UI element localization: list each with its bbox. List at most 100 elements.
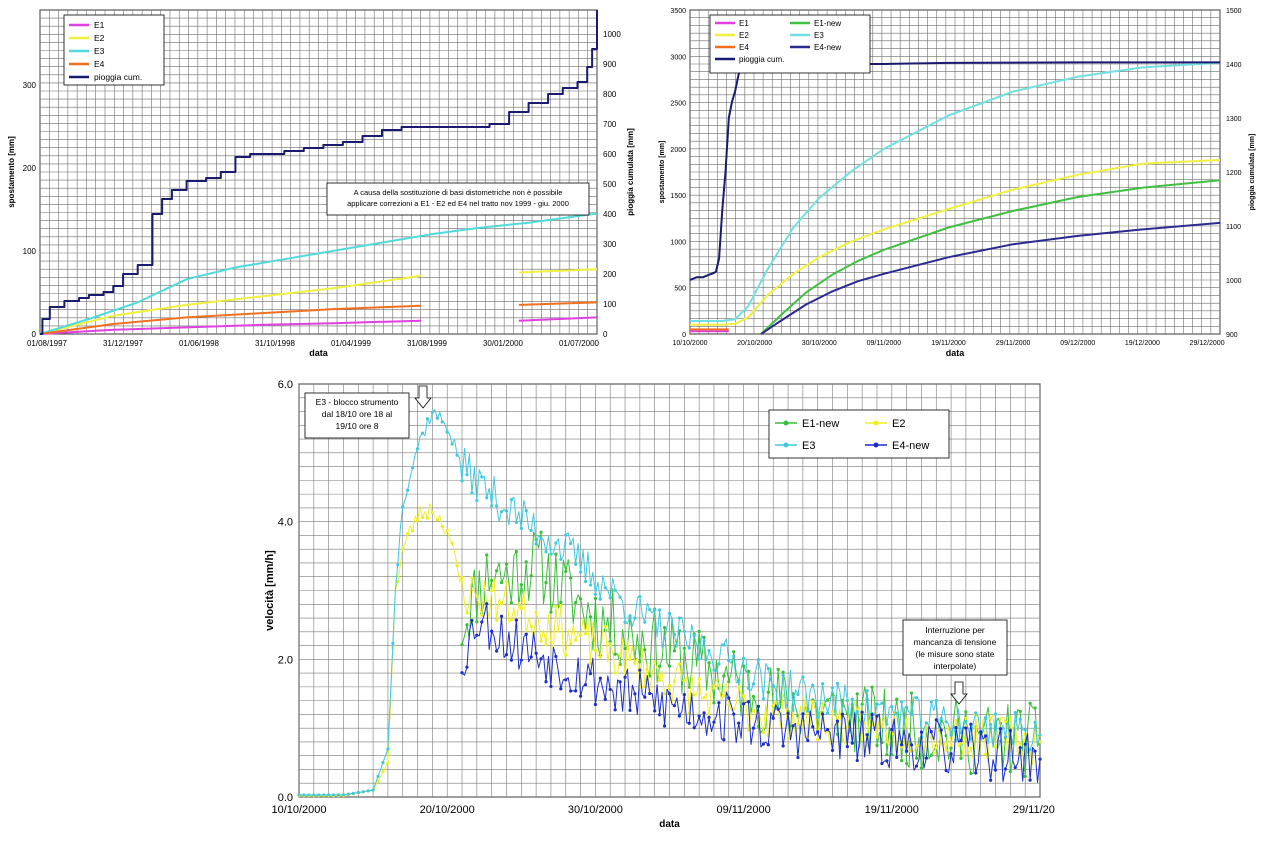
y-tick-label: 100 [23,247,37,256]
data-point [979,730,983,734]
data-point [534,651,538,655]
data-point [559,557,563,561]
data-point [830,686,835,690]
data-point [993,745,998,749]
data-point [623,646,627,651]
data-point [529,655,533,659]
data-point [919,766,924,770]
data-point [638,595,642,599]
data-point [692,693,696,697]
data-point [440,420,444,424]
x-tick-label: 19/11/2000 [865,804,919,816]
data-point [717,701,721,705]
data-point [914,756,919,760]
data-point [415,518,420,523]
data-point [559,600,563,604]
data-point [796,721,800,726]
data-point [618,654,622,658]
data-point [569,689,573,693]
data-point [989,716,993,720]
data-point [662,724,667,728]
data-point [959,756,963,760]
legend-label: E1 [739,19,749,28]
x-tick-label: 30/01/2000 [483,339,524,348]
annotation-text: applicare correzioni a E1 - E2 ed E4 nel… [347,199,569,208]
data-point [1018,709,1022,714]
data-point [539,657,543,661]
legend-label: E2 [94,33,105,43]
data-point [702,711,706,715]
y2-tick-label: 100 [603,300,617,309]
data-point [549,640,553,644]
data-point [603,586,607,590]
data-point [959,738,963,743]
data-point [830,709,835,714]
data-point [756,704,761,709]
data-point [435,416,439,420]
data-point [751,709,756,713]
data-point [1018,717,1022,721]
data-point [727,659,731,663]
data-point [574,689,578,693]
data-point [401,546,405,550]
data-point [648,608,652,612]
data-point [1013,765,1017,770]
y2-tick-label: 900 [1226,332,1238,339]
data-point [949,743,953,747]
data-point [771,716,775,720]
legend-label: E4-new [892,440,929,452]
data-point [564,653,568,657]
y-tick-label: 3000 [670,54,686,61]
data-point [1028,778,1032,782]
annotation-text: A causa della sostituzione di basi disto… [354,188,563,197]
legend-label: E2 [892,418,905,430]
data-point [801,712,805,716]
data-point [509,498,514,502]
data-point [900,759,904,763]
data-point [697,657,701,661]
data-point [707,648,711,653]
data-point [702,639,706,643]
data-point [1008,715,1012,720]
data-point [998,727,1003,731]
data-point [737,685,741,689]
data-point [1038,740,1042,744]
y-tick-label: 200 [23,164,37,173]
data-point [544,550,548,554]
data-point [643,620,647,624]
data-point [460,642,464,647]
data-point [499,614,504,618]
data-point [549,684,553,689]
data-point [667,692,672,696]
data-point [687,721,691,725]
data-point [475,498,479,503]
chart-displacement-2000: 10/10/2000 20/10/2000 30/10/2000 09/11/2000… [659,8,1256,358]
data-point [929,753,933,757]
data-point [722,693,726,697]
data-point [490,588,494,593]
data-point [984,734,988,738]
data-point [623,675,627,679]
y2-tick-label: 1300 [1226,116,1242,123]
annotation-text: mancanza di tensione [914,637,997,647]
data-point [415,447,420,451]
data-point [885,740,889,744]
data-point [608,596,612,600]
data-point [717,683,721,687]
data-point [608,642,612,646]
x-tick-label: 20/10/2000 [737,340,772,347]
data-point [707,715,711,719]
data-point [672,679,677,683]
data-point [677,616,681,620]
annotation-box [304,392,410,439]
data-point [460,575,464,580]
data-point [746,700,751,704]
data-point [761,742,765,746]
data-point [672,704,677,708]
chart-displacement-1997-2000: 01/08/1997 31/12/1997 01/06/1998 31/10/1998… [7,9,635,358]
data-point [643,648,647,652]
data-point [850,697,854,701]
data-point [578,633,583,638]
data-point [435,518,439,522]
data-point [317,793,321,797]
